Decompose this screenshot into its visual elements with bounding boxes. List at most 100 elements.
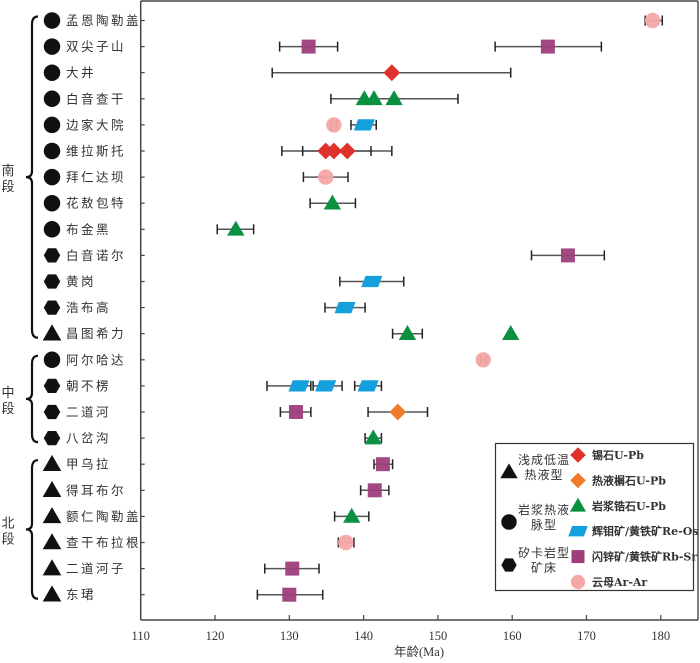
mica-point bbox=[326, 117, 342, 133]
sphalerite-point bbox=[282, 587, 297, 602]
row-label: 得耳布尔 bbox=[66, 483, 126, 498]
row-label: 边家大院 bbox=[66, 117, 126, 132]
triangle-type-icon bbox=[500, 463, 518, 479]
triangle-type-icon bbox=[42, 533, 62, 550]
x-tick-label: 110 bbox=[132, 629, 150, 643]
x-tick-label: 150 bbox=[429, 629, 448, 643]
legend-method-label: 热液榍石U-Pb bbox=[592, 473, 666, 487]
legend-method-item: 闪锌矿/黄铁矿Rb-Sr bbox=[571, 550, 697, 564]
sphalerite-point bbox=[301, 39, 316, 54]
legend-method-item: 云母Ar-Ar bbox=[570, 574, 647, 590]
triangle-type-icon bbox=[42, 559, 62, 576]
cassiterite-point bbox=[338, 142, 356, 160]
circle-type-icon bbox=[43, 142, 61, 160]
molybdenite-point bbox=[353, 119, 375, 131]
legend-type-label: 热液型 bbox=[524, 467, 563, 482]
group-bracket bbox=[25, 354, 39, 444]
row-labels: 孟恩陶勒盖双尖子山大井白音查干边家大院维拉斯托拜仁达坝花敖包特布金黑白音诺尔黄岗… bbox=[42, 12, 141, 602]
row-label: 二道河子 bbox=[66, 561, 126, 576]
row-label-item: 白音查干 bbox=[43, 90, 126, 108]
row-label-item: 查干布拉根 bbox=[42, 533, 141, 550]
zircon-point bbox=[227, 220, 245, 236]
legend-type-label: 脉型 bbox=[531, 517, 557, 532]
row-label: 查干布拉根 bbox=[66, 535, 141, 550]
row-label-item: 维拉斯托 bbox=[43, 142, 126, 160]
x-tick-label: 170 bbox=[577, 629, 596, 643]
row-label: 昌图希力 bbox=[66, 326, 126, 341]
x-tick-label: 180 bbox=[651, 629, 670, 643]
legend-type-label: 矽卡岩型 bbox=[518, 545, 570, 560]
legend-type-label: 岩浆热液 bbox=[518, 502, 570, 517]
row-label: 维拉斯托 bbox=[66, 144, 126, 159]
zircon-point bbox=[385, 90, 403, 106]
zircon-point bbox=[398, 325, 417, 340]
legend-method-label: 辉钼矿/黄铁矿Re-Os bbox=[592, 524, 699, 538]
legend-method-item: 热液榍石U-Pb bbox=[570, 472, 666, 489]
sphalerite-legend-icon bbox=[571, 550, 585, 564]
group-label: 段 bbox=[1, 402, 14, 417]
hexagon-type-icon bbox=[501, 558, 517, 572]
row-label: 双尖子山 bbox=[66, 39, 126, 54]
cassiterite-point bbox=[325, 142, 343, 160]
row-label-item: 东珺 bbox=[42, 585, 96, 602]
row-label: 八岔沟 bbox=[66, 431, 111, 446]
legend-method-item: 锡石U-Pb bbox=[570, 447, 644, 463]
hexagon-type-icon bbox=[43, 248, 61, 263]
row-label: 东珺 bbox=[66, 587, 96, 602]
sphalerite-point bbox=[288, 405, 303, 419]
zircon-legend-icon bbox=[569, 497, 587, 512]
x-tick-label: 130 bbox=[280, 629, 299, 643]
x-axis-title: 年龄(Ma) bbox=[394, 645, 444, 659]
row-label: 孟恩陶勒盖 bbox=[66, 13, 141, 28]
group-label: 南 bbox=[1, 163, 14, 179]
data-points bbox=[227, 12, 661, 602]
triangle-type-icon bbox=[42, 507, 62, 524]
molybdenite-point bbox=[357, 380, 379, 392]
circle-type-icon bbox=[43, 38, 61, 55]
row-label-item: 二道河子 bbox=[42, 559, 126, 576]
row-label: 二道河 bbox=[66, 405, 111, 420]
molybdenite-point bbox=[334, 302, 356, 314]
zircon-point bbox=[365, 90, 383, 106]
row-label: 布金黑 bbox=[66, 222, 111, 237]
row-label-item: 朝不楞 bbox=[43, 378, 111, 393]
hexagon-type-icon bbox=[43, 404, 61, 420]
triangle-type-icon bbox=[42, 585, 62, 602]
row-label-item: 浩布高 bbox=[43, 300, 111, 315]
row-label-item: 阿尔哈达 bbox=[43, 351, 126, 369]
cassiterite-legend-icon bbox=[570, 447, 586, 463]
group-bracket bbox=[25, 15, 39, 339]
legend-method-label: 闪锌矿/黄铁矿Rb-Sr bbox=[592, 550, 697, 564]
row-label-item: 花敖包特 bbox=[43, 194, 124, 212]
legend-type-label: 浅成低温 bbox=[518, 453, 570, 467]
row-label: 白音查干 bbox=[66, 91, 126, 106]
legend-type-label: 矿床 bbox=[531, 561, 557, 575]
row-label-item: 边家大院 bbox=[43, 116, 126, 134]
row-label: 朝不楞 bbox=[66, 378, 111, 393]
circle-type-icon bbox=[43, 90, 61, 108]
row-label: 白音诺尔 bbox=[66, 248, 126, 263]
hexagon-type-icon bbox=[43, 430, 61, 446]
legend-method-label: 岩浆锆石U-Pb bbox=[591, 499, 666, 513]
row-label: 阿尔哈达 bbox=[66, 352, 126, 367]
sphalerite-point bbox=[367, 483, 382, 498]
group-label: 段 bbox=[1, 180, 14, 195]
molybdenite-legend-icon bbox=[568, 526, 588, 537]
row-label-item: 得耳布尔 bbox=[42, 481, 126, 498]
zircon-point bbox=[323, 194, 342, 210]
row-label-item: 孟恩陶勒盖 bbox=[43, 12, 141, 29]
zircon-point bbox=[502, 325, 520, 340]
zircon-point bbox=[364, 429, 382, 445]
row-label-item: 白音诺尔 bbox=[43, 248, 126, 263]
hexagon-type-icon bbox=[43, 300, 61, 315]
plot-frame bbox=[140, 0, 699, 620]
row-label: 浩布高 bbox=[66, 300, 111, 315]
legend-method-label: 锡石U-Pb bbox=[592, 448, 644, 462]
zircon-point bbox=[343, 507, 361, 523]
legend-method-label: 云母Ar-Ar bbox=[592, 576, 647, 589]
